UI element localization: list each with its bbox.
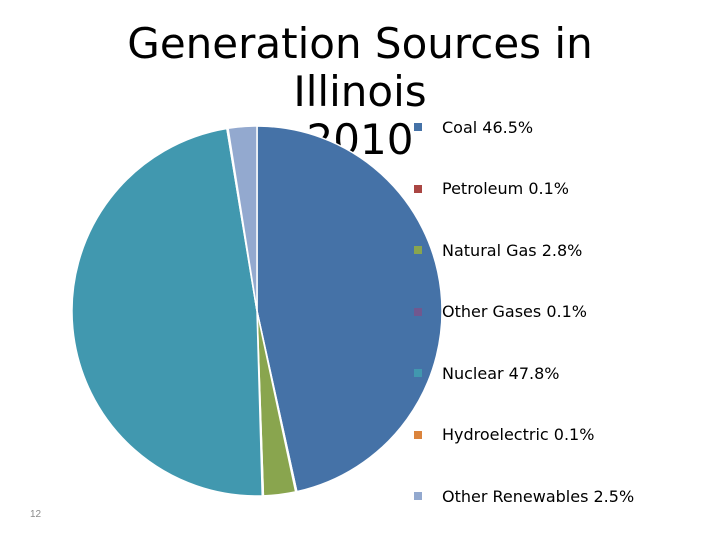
legend-label: Hydroelectric 0.1%: [442, 425, 595, 444]
chart-title: Generation Sources in Illinois 2010: [60, 20, 660, 164]
legend-swatch: [414, 246, 422, 254]
legend-label: Nuclear 47.8%: [442, 363, 560, 383]
legend-swatch: [414, 369, 422, 377]
page-number: 12: [30, 509, 42, 520]
legend-swatch: [414, 430, 422, 439]
legend-label: Natural Gas 2.8%: [442, 240, 583, 260]
legend-label: Petroleum 0.1%: [442, 179, 569, 198]
legend-label: Other Renewables 2.5%: [442, 486, 635, 506]
pie-slice-6: [227, 125, 258, 312]
legend-swatch: [414, 307, 422, 316]
chart-title-line-1: Generation Sources in Illinois: [127, 19, 593, 116]
pie-slice-4: [71, 127, 264, 497]
legend-item: Coal 46.5%: [412, 112, 533, 142]
legend-item: Hydroelectric 0.1%: [412, 420, 594, 450]
legend-swatch: [414, 123, 422, 131]
legend-item: Natural Gas 2.8%: [412, 235, 582, 265]
legend-item: Petroleum 0.1%: [412, 174, 569, 204]
legend-item: Other Renewables 2.5%: [412, 481, 634, 511]
legend-item: Nuclear 47.8%: [412, 358, 560, 388]
legend-swatch: [414, 184, 422, 193]
legend-swatch: [414, 492, 422, 500]
legend-item: Other Gases 0.1%: [412, 297, 587, 327]
pie-slice-0: [256, 125, 443, 493]
legend-label: Coal 46.5%: [442, 117, 534, 137]
legend-label: Other Gases 0.1%: [442, 302, 587, 321]
